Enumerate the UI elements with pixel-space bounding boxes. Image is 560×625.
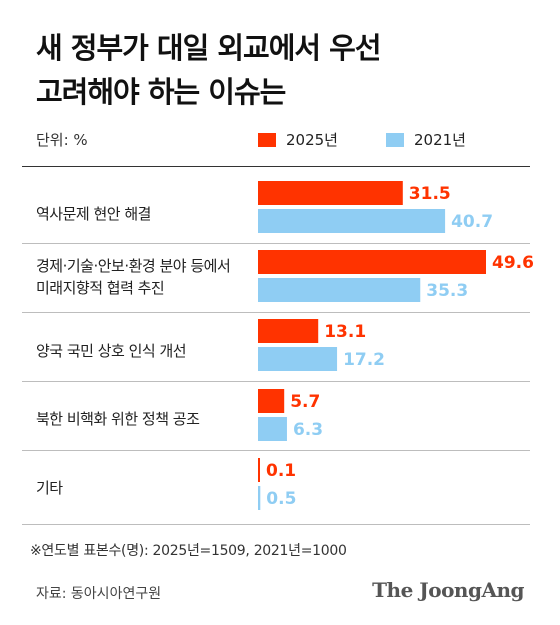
row-divider <box>22 524 530 525</box>
data-label-2021: 0.5 <box>266 489 296 509</box>
chart-title: 새 정부가 대일 외교에서 우선 고려해야 하는 이슈는 <box>36 26 382 114</box>
brand-logo: The JoongAng <box>372 578 524 602</box>
chart-title-line: 고려해야 하는 이슈는 <box>36 75 286 109</box>
data-label-2021: 35.3 <box>426 281 468 301</box>
legend-item-2025: 2025년 <box>258 129 338 150</box>
category-label: 북한 비핵화 위한 정책 공조 <box>36 408 200 430</box>
category-label-line: 미래지향적 협력 추진 <box>36 279 165 297</box>
row-divider <box>22 381 530 382</box>
legend-label-2025: 2025년 <box>286 131 338 149</box>
unit-label: 단위: % <box>36 131 88 149</box>
row-divider <box>22 243 530 244</box>
row-divider <box>22 450 530 451</box>
category-label: 양국 국민 상호 인식 개선 <box>36 340 187 362</box>
data-label-2021: 17.2 <box>343 350 385 370</box>
category-label-line: 기타 <box>36 479 63 497</box>
data-label-2025: 5.7 <box>290 392 320 412</box>
bar-2025 <box>258 389 285 413</box>
bar-2021 <box>258 278 421 302</box>
bar-2025 <box>258 319 319 343</box>
legend-swatch-2021 <box>386 132 404 147</box>
bar-2025 <box>258 250 486 274</box>
bar-2021 <box>258 347 338 371</box>
data-label-2025: 49.6 <box>492 253 534 273</box>
legend-item-2021: 2021년 <box>386 129 466 150</box>
row-divider <box>22 312 530 313</box>
chart-title-line: 새 정부가 대일 외교에서 우선 <box>36 31 382 65</box>
source-label: 자료: 동아시아연구원 <box>36 586 162 602</box>
data-label-2025: 31.5 <box>409 184 451 204</box>
category-label-line: 양국 국민 상호 인식 개선 <box>36 342 187 360</box>
sample-size-note: ※연도별 표본수(명): 2025년=1509, 2021년=1000 <box>30 543 347 559</box>
data-label-2021: 6.3 <box>293 420 323 440</box>
data-label-2025: 13.1 <box>324 322 366 342</box>
category-label-line: 역사문제 현안 해결 <box>36 205 151 223</box>
bar-2021 <box>258 209 446 233</box>
legend-swatch-2025 <box>258 132 276 147</box>
bar-2021 <box>258 417 287 441</box>
bar-2025 <box>258 181 403 205</box>
data-label-2025: 0.1 <box>266 461 296 481</box>
category-label: 역사문제 현안 해결 <box>36 203 151 225</box>
category-label: 기타 <box>36 477 63 499</box>
bar-2025 <box>258 458 260 482</box>
bar-2021 <box>258 486 261 510</box>
category-label-line: 경제·기술·안보·환경 분야 등에서 <box>36 257 231 275</box>
data-label-2021: 40.7 <box>451 212 493 232</box>
legend-label-2021: 2021년 <box>414 131 466 149</box>
header-divider <box>22 166 530 167</box>
category-label-line: 북한 비핵화 위한 정책 공조 <box>36 410 200 428</box>
category-label: 경제·기술·안보·환경 분야 등에서 미래지향적 협력 추진 <box>36 255 231 299</box>
